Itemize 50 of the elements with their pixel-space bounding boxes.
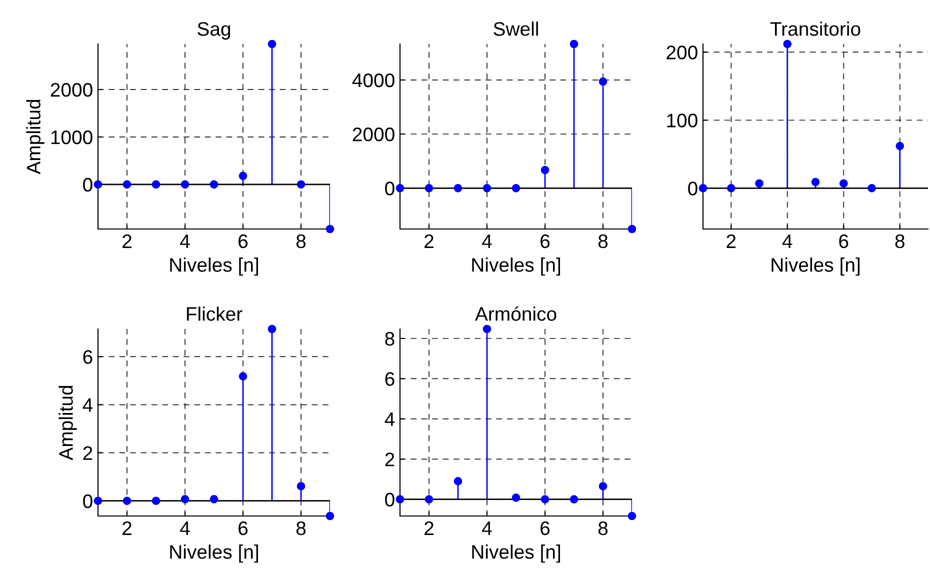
y-tick-label: 0 — [385, 492, 394, 507]
y-axis-title: Amplitud — [58, 386, 77, 460]
y-tick-label: 6 — [83, 350, 92, 364]
x-axis-title: Niveles [n] — [472, 544, 560, 563]
y-tick-label: 4000 — [352, 73, 394, 88]
x-tick-label: 2 — [122, 234, 132, 248]
x-tick-label: 2 — [726, 234, 736, 248]
y-tick-label: 0 — [688, 182, 698, 196]
x-tick-label: 8 — [895, 234, 904, 248]
x-tick-label: 6 — [540, 521, 550, 536]
x-axis-title: Niveles [n] — [472, 258, 560, 276]
y-tick-label: 0 — [385, 182, 394, 196]
chart-title: Flicker — [186, 306, 242, 321]
x-tick-label: 8 — [598, 521, 608, 536]
chart-title: Transitorio — [770, 22, 860, 36]
y-tick-label: 4 — [82, 398, 93, 412]
x-tick-label: 4 — [482, 234, 492, 248]
chart-title: Sag — [198, 22, 230, 40]
y-tick-label: 0 — [83, 494, 92, 508]
x-axis-title: Niveles [n] — [170, 258, 258, 276]
y-tick-label: 100 — [667, 114, 698, 128]
x-tick-label: 6 — [540, 234, 550, 248]
x-tick-label: 4 — [180, 234, 190, 248]
x-tick-label: 6 — [839, 234, 848, 248]
y-tick-label: 200 — [666, 46, 698, 60]
y-tick-label: 2 — [83, 446, 92, 460]
y-tick-label: 2 — [385, 452, 394, 466]
x-tick-label: 2 — [424, 521, 434, 535]
x-axis-title: Niveles [n] — [170, 544, 258, 563]
y-tick-label: 8 — [385, 332, 394, 346]
x-tick-label: 8 — [598, 234, 608, 248]
y-tick-label: 1000 — [51, 130, 92, 144]
x-tick-label: 4 — [180, 522, 190, 535]
x-tick-label: 8 — [296, 521, 306, 536]
x-tick-label: 2 — [122, 521, 132, 535]
x-tick-label: 2 — [424, 234, 434, 248]
x-tick-label: 4 — [482, 522, 492, 535]
x-tick-label: 4 — [782, 234, 792, 248]
chart-title: Armónico — [474, 306, 556, 321]
x-axis-title: Niveles [n] — [772, 258, 860, 276]
y-tick-label: 6 — [385, 372, 394, 386]
x-tick-label: 8 — [296, 234, 306, 248]
y-tick-label: 2000 — [352, 128, 394, 142]
y-tick-label: 4 — [384, 412, 395, 426]
chart-title: Swell — [494, 22, 538, 36]
y-tick-label: 2000 — [50, 83, 92, 97]
x-tick-label: 6 — [238, 521, 248, 536]
x-tick-label: 6 — [238, 234, 248, 248]
y-axis-title: Amplitud — [26, 100, 44, 174]
y-tick-label: 0 — [83, 178, 92, 192]
